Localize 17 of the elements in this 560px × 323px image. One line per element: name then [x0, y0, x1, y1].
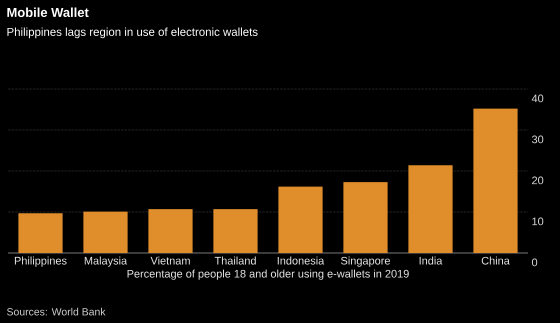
x-tick-label: Vietnam: [150, 256, 190, 265]
x-tick-label: Thailand: [214, 256, 256, 265]
x-tick-label: Philippines: [14, 256, 67, 267]
x-tick-label: India: [420, 256, 442, 265]
chart-title: Mobile Wallet: [7, 8, 89, 18]
x-tick-label: Malaysia: [84, 256, 128, 267]
x-tick-label: Singapore: [341, 256, 390, 267]
y-tick-label: 30: [532, 136, 544, 144]
y-tick-label: 10: [532, 218, 544, 226]
source-note: Sources: World Bank: [6, 308, 106, 316]
y-tick-label: 0: [532, 258, 538, 266]
y-tick-label: 20: [532, 176, 544, 184]
y-tick-label: 40: [532, 94, 544, 102]
x-tick-label: China: [482, 256, 510, 265]
x-tick-label: Indonesia: [278, 256, 324, 265]
chart-subtitle: Philippines lags region in use of electronic wallets: [7, 28, 258, 38]
x-axis-title: Percentage of people 18 and older using e-wallets in 2019: [128, 270, 409, 280]
